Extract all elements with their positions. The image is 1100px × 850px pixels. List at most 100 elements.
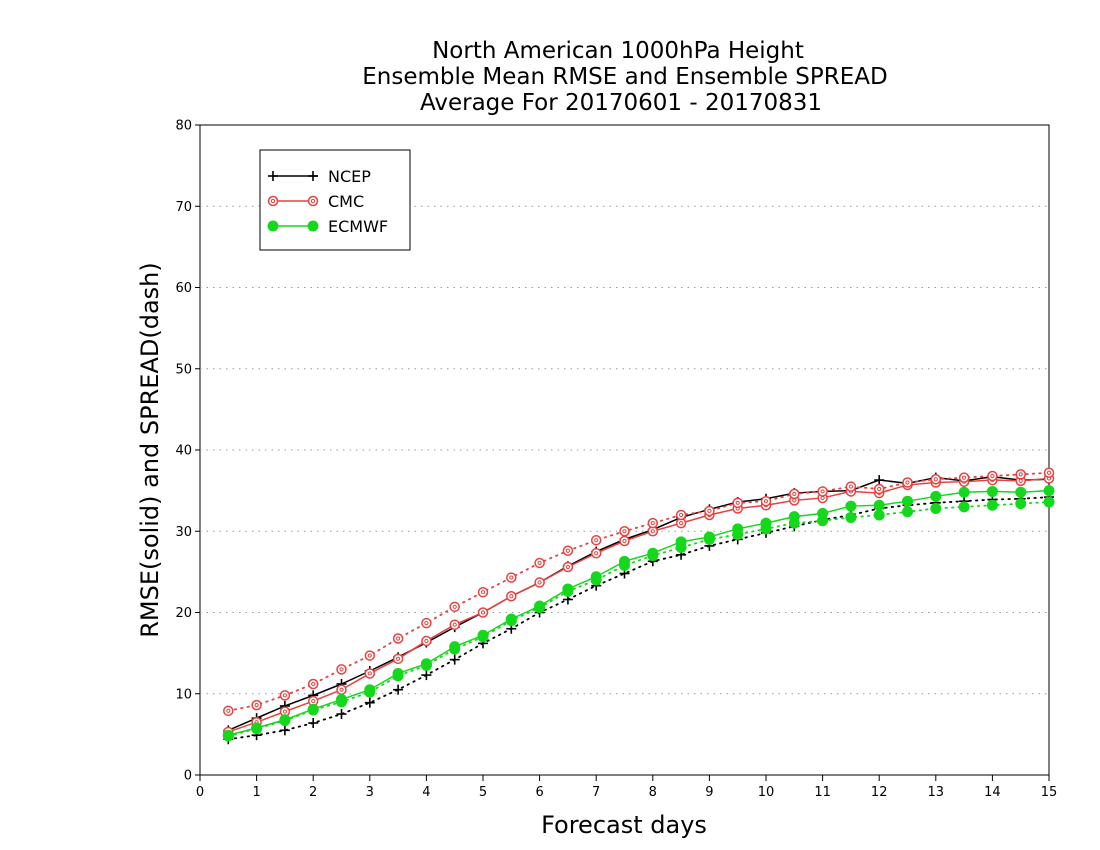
point-spread-cmc-29-outer — [1043, 467, 1055, 478]
point-spread-cmc-9-outer — [477, 586, 489, 598]
point-rmse-cmc-9 — [477, 607, 489, 618]
point-spread-ecmwf-23 — [873, 509, 885, 521]
point-rmse-cmc-4 — [336, 684, 347, 695]
x-tick-label-7: 7 — [592, 785, 600, 800]
point-spread-cmc-8-inner — [452, 604, 457, 609]
point-spread-cmc-5-inner — [367, 653, 372, 658]
point-rmse-cmc-6-inner — [396, 656, 401, 661]
point-spread-ecmwf-5 — [364, 686, 376, 698]
point-spread-ecmwf-15 — [647, 550, 659, 562]
point-rmse-cmc-9-inner — [480, 610, 486, 615]
point-spread-cmc-16-inner — [679, 512, 684, 518]
x-tick-label-0: 0 — [196, 785, 204, 800]
x-tick-label-12: 12 — [871, 785, 888, 800]
point-spread-cmc-21-inner — [820, 489, 825, 494]
y-tick-label-2: 20 — [175, 606, 192, 621]
point-spread-cmc-4 — [336, 664, 347, 675]
point-spread-cmc-12-outer — [562, 545, 574, 556]
series-ecmwf — [222, 485, 1055, 742]
point-spread-cmc-16-outer — [675, 509, 687, 521]
point-spread-ncep-3 — [308, 718, 319, 728]
point-spread-ecmwf-12 — [562, 585, 574, 597]
series-layer — [222, 467, 1055, 745]
point-rmse-cmc-7-outer — [421, 635, 432, 647]
y-tick-label-1: 10 — [175, 687, 192, 702]
point-spread-cmc-22 — [845, 481, 857, 492]
point-spread-ecmwf-22 — [845, 511, 857, 523]
point-spread-cmc-24-inner — [905, 480, 910, 485]
point-rmse-ecmwf-27 — [986, 485, 998, 497]
point-spread-cmc-12 — [562, 545, 574, 556]
point-rmse-ecmwf-25 — [930, 490, 942, 502]
point-rmse-cmc-2-inner — [282, 709, 287, 714]
point-spread-ecmwf-26 — [958, 501, 970, 513]
point-spread-cmc-27-inner — [990, 473, 995, 479]
point-spread-cmc-26-inner — [962, 475, 967, 480]
point-spread-ecmwf-21 — [817, 515, 829, 527]
legend-marker-left-cmc-outer — [267, 195, 279, 207]
point-spread-cmc-5 — [364, 650, 376, 661]
legend-marker-right-cmc-outer — [307, 195, 319, 207]
point-spread-cmc-7 — [421, 617, 432, 629]
point-rmse-cmc-8 — [449, 619, 460, 630]
point-rmse-cmc-4-inner — [339, 687, 344, 692]
legend-box — [259, 149, 411, 251]
point-spread-cmc-10-outer — [506, 572, 517, 583]
point-spread-cmc-5-outer — [364, 650, 376, 661]
point-rmse-cmc-7-inner — [424, 638, 429, 644]
x-tick-label-3: 3 — [366, 785, 374, 800]
x-tick-label-5: 5 — [479, 785, 487, 800]
point-spread-ncep-5 — [364, 697, 375, 708]
point-spread-ecmwf-14 — [619, 559, 630, 571]
point-spread-cmc-18-inner — [735, 500, 740, 505]
y-tick-label-3: 30 — [175, 525, 192, 540]
point-spread-ecmwf-9 — [477, 631, 489, 643]
point-spread-cmc-14-inner — [622, 529, 627, 534]
point-spread-cmc-17-inner — [707, 508, 712, 514]
line-spread-ecmwf — [227, 501, 1050, 737]
point-spread-cmc-29-inner — [1046, 470, 1052, 475]
point-spread-cmc-13-inner — [594, 538, 599, 543]
point-spread-ecmwf-6 — [392, 670, 404, 682]
point-spread-cmc-28-outer — [1015, 469, 1026, 480]
legend-item-ncep: NCEP — [268, 167, 371, 186]
point-rmse-cmc-8-inner — [452, 622, 457, 627]
legend-items: NCEP CMC ECMWF — [267, 167, 388, 236]
series-ncep — [223, 471, 1054, 745]
point-spread-cmc-21 — [817, 486, 828, 497]
point-spread-cmc-19-inner — [763, 499, 769, 504]
point-spread-cmc-27 — [987, 470, 998, 482]
chart-title-line-1: North American 1000hPa Height — [432, 38, 804, 64]
point-spread-cmc-1-outer — [251, 699, 262, 711]
point-spread-cmc-26-outer — [958, 472, 970, 483]
legend-item-cmc: CMC — [267, 192, 364, 211]
point-rmse-ecmwf-22 — [845, 500, 857, 512]
point-spread-cmc-11 — [534, 557, 545, 569]
y-tick-label-4: 40 — [175, 444, 192, 459]
line-rmse-ncep — [228, 476, 1050, 732]
point-spread-ncep-6 — [393, 684, 404, 695]
point-rmse-cmc-15-inner — [650, 529, 655, 534]
line-rmse-ecmwf — [228, 489, 1050, 736]
point-rmse-cmc-14-inner — [622, 538, 627, 544]
line-rmse-cmc — [228, 477, 1050, 733]
y-tick-label-7: 70 — [175, 200, 192, 215]
y-tick-label-8: 80 — [175, 119, 192, 134]
point-rmse-cmc-12-outer — [562, 561, 574, 573]
point-spread-cmc-2-inner — [282, 693, 287, 698]
point-spread-cmc-20-outer — [789, 488, 800, 500]
y-tick-label-0: 0 — [184, 769, 192, 784]
point-spread-cmc-18 — [732, 497, 743, 509]
point-spread-ecmwf-0 — [222, 730, 234, 742]
point-spread-ecmwf-3 — [307, 704, 319, 716]
point-rmse-cmc-11-outer — [534, 577, 545, 588]
point-spread-cmc-18-outer — [732, 497, 743, 509]
point-rmse-cmc-13-inner — [594, 551, 599, 556]
point-spread-ecmwf-10 — [505, 615, 517, 627]
point-rmse-cmc-8-outer — [449, 619, 460, 630]
legend-item-ecmwf: ECMWF — [267, 217, 388, 236]
point-spread-cmc-24-outer — [902, 477, 913, 488]
legend-marker-right-ecmwf — [307, 220, 319, 232]
legend-marker-left-cmc-inner — [270, 198, 276, 204]
